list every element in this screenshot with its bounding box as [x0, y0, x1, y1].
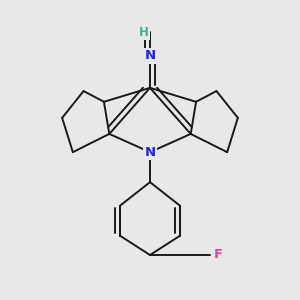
Text: N: N	[144, 49, 156, 62]
Text: H: H	[139, 26, 148, 39]
Text: F: F	[214, 248, 223, 262]
Text: N: N	[144, 146, 156, 159]
